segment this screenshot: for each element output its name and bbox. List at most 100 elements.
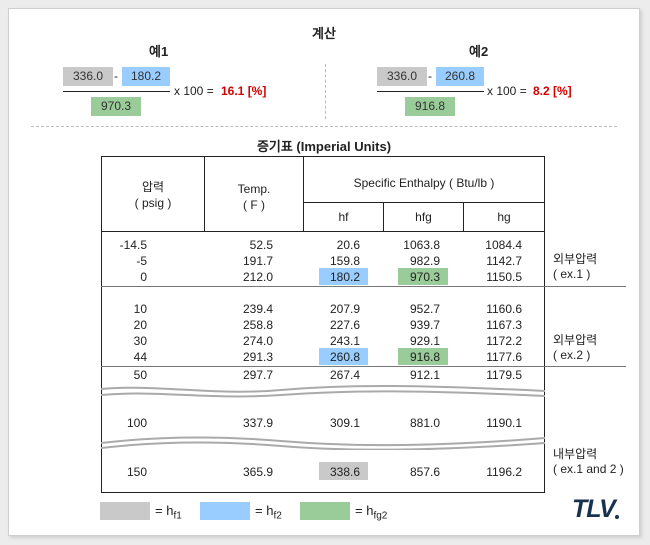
ex2-fraction-line [377,91,484,92]
ex1-hf1-box: 336.0 [63,67,113,86]
group-separator-1 [101,286,626,287]
cell-hfg: 916.8 [409,350,440,364]
note-internal-title: 내부압력 [553,447,598,461]
cell-temp: 297.7 [242,368,273,382]
cell-hfg: 881.0 [409,416,440,430]
legend-swatch-hf2 [200,502,250,520]
cell-temp: 212.0 [242,270,273,284]
cell-hg: 1084.4 [485,238,522,252]
ex1-label: 예1 [149,44,169,59]
cell-hfg: 952.7 [409,302,440,316]
cell-hg: 1172.2 [486,334,522,348]
cell-temp: 291.3 [242,350,273,364]
cell-hfg: 857.6 [409,465,440,479]
ex2-times: x 100 = [487,84,527,98]
cell-pressure: 150 [126,465,147,479]
cell-temp: 274.0 [242,334,273,348]
cell-hg: 1142.7 [486,254,522,268]
header-bottom-border [101,231,545,232]
cell-hfg: 939.7 [409,318,440,332]
ex1-fraction-line [63,91,170,92]
calc-divider [325,64,326,119]
cell-temp: 258.8 [242,318,273,332]
cell-hg: 1196.2 [486,465,522,479]
cell-hf: 338.6 [329,465,360,479]
cell-pressure: 50 [133,368,147,382]
cell-pressure: 10 [133,302,147,316]
ex2-label: 예2 [469,44,489,59]
header-divider-3 [383,202,384,232]
header-pressure-unit: ( psig ) [134,196,172,210]
ex2-hf1-box: 336.0 [377,67,427,86]
legend-label-hfg2: = hfg2 [355,503,388,522]
cell-temp: 365.9 [242,465,273,479]
cell-hfg: 970.3 [409,270,440,284]
header-hg: hg [497,210,511,224]
header-divider-4 [463,202,464,232]
ex1-hfg2-box: 970.3 [91,97,141,116]
table-left-border [101,156,102,493]
header-divider-1 [204,156,205,232]
table-bottom-border [101,492,545,493]
table-title: 증기표 (Imperial Units) [256,139,392,154]
cell-pressure: 20 [133,318,147,332]
cell-temp: 337.9 [242,416,273,430]
steam-table-card: 계산 예1 336.0 - 180.2 970.3 x 100 = 16.1 [… [8,8,640,536]
cell-hfg: 1063.8 [403,238,440,252]
ex1-result: 16.1 [%] [221,84,267,98]
header-hfg: hfg [415,210,432,224]
cell-hg: 1177.6 [486,350,522,364]
cell-hf: 227.6 [329,318,360,332]
calc-title: 계산 [312,26,336,41]
cell-hfg: 912.1 [409,368,440,382]
ex2-hfg2-box: 916.8 [405,97,455,116]
highlight-hf2-ex2 [319,348,368,365]
legend-swatch-hfg2 [300,502,350,520]
cell-hfg: 982.9 [409,254,440,268]
cell-pressure: 44 [133,350,147,364]
tlv-logo: TLV [572,495,616,523]
cell-hf: 20.6 [336,238,360,252]
cell-hg: 1179.5 [486,368,522,382]
cell-temp: 52.5 [249,238,273,252]
cell-hf: 243.1 [329,334,360,348]
table-top-border [101,156,545,157]
cell-hf: 309.1 [329,416,360,430]
note-external-ex2-sub: ( ex.2 ) [553,348,591,362]
highlight-hfg2-ex1 [398,268,448,285]
cell-hg: 1160.6 [486,302,522,316]
legend-label-hf2: = hf2 [255,503,282,522]
header-temp-unit: ( F ) [243,198,265,212]
ex1-times: x 100 = [174,84,214,98]
legend-label-hf1: = hf1 [155,503,182,522]
note-external-ex1-title: 외부압력 [553,252,598,266]
note-external-ex2-title: 외부압력 [553,333,598,347]
cell-hf: 159.8 [329,254,360,268]
ex2-hf2-box: 260.8 [436,67,484,86]
highlight-hf2-ex1 [319,268,368,285]
header-hf: hf [338,210,349,224]
cell-pressure: 30 [133,334,147,348]
header-divider-2 [303,156,304,232]
cell-pressure: 100 [126,416,147,430]
table-break-2 [101,436,545,450]
header-enthalpy: Specific Enthalpy ( Btu/lb ) [353,176,495,190]
highlight-hfg2-ex2 [398,348,448,365]
table-break-1 [101,384,545,398]
cell-hg: 1190.1 [486,416,522,430]
cell-hf: 180.2 [329,270,360,284]
header-temp: Temp. [237,182,271,196]
cell-hg: 1167.3 [486,318,522,332]
legend-swatch-hf1 [100,502,150,520]
cell-hf: 267.4 [329,368,360,382]
cell-temp: 239.4 [242,302,273,316]
note-external-ex1-sub: ( ex.1 ) [553,267,591,281]
group-separator-2 [101,366,626,367]
cell-pressure: 0 [140,270,147,284]
ex2-minus: - [428,69,432,83]
logo-dot [615,515,619,519]
ex1-minus: - [114,69,118,83]
section-divider [31,126,617,127]
table-right-border [544,156,545,493]
cell-hf: 260.8 [329,350,360,364]
